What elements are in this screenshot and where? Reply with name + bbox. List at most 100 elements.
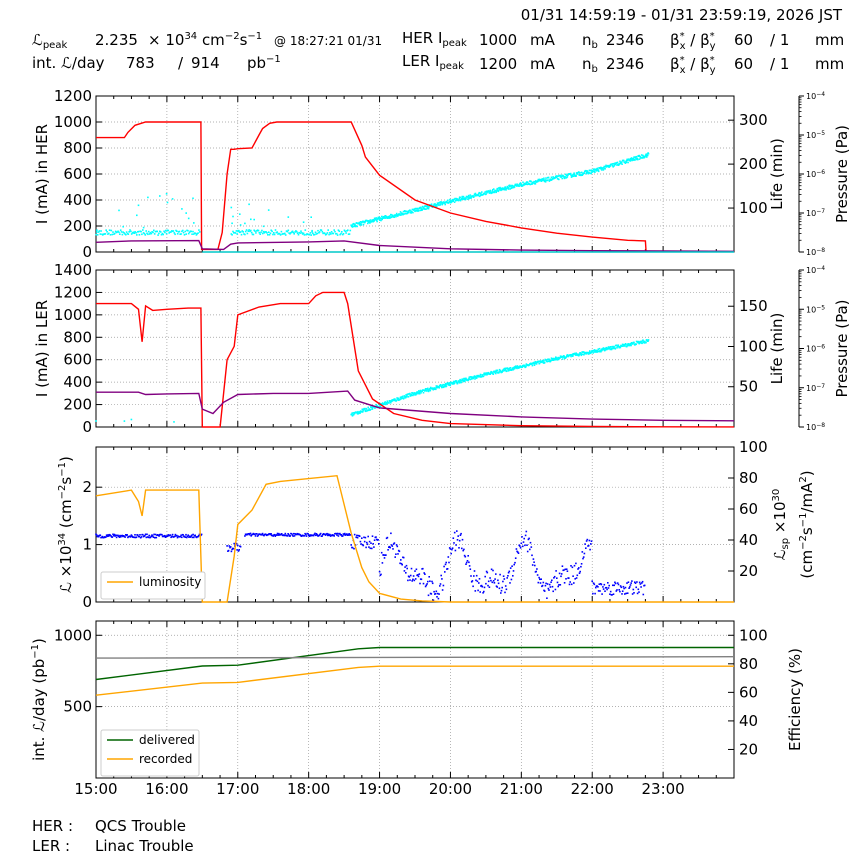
panel-frame bbox=[95, 446, 735, 603]
scatter-point bbox=[235, 542, 238, 545]
scatter-point bbox=[515, 548, 518, 550]
scatter-point bbox=[485, 570, 488, 573]
scatter-point bbox=[364, 536, 367, 539]
scatter-point bbox=[611, 163, 613, 165]
scatter-point bbox=[422, 567, 424, 570]
scatter-point bbox=[347, 534, 350, 536]
scatter-point bbox=[354, 223, 356, 226]
scatter-point bbox=[496, 369, 499, 372]
scatter-point bbox=[269, 232, 272, 235]
pressure-tick-label: 10−4 bbox=[806, 265, 825, 275]
scatter-point bbox=[414, 210, 416, 213]
scatter-point bbox=[455, 380, 458, 382]
scatter-point bbox=[638, 154, 640, 157]
scatter-point bbox=[597, 350, 599, 352]
scatter-point bbox=[461, 197, 464, 199]
scatter-point bbox=[399, 396, 402, 399]
scatter-point bbox=[522, 545, 524, 548]
scatter-point bbox=[277, 233, 279, 235]
scatter-point bbox=[394, 398, 396, 400]
scatter-point bbox=[401, 212, 403, 214]
scatter-point bbox=[559, 174, 561, 177]
scatter-point bbox=[273, 233, 276, 236]
scatter-point bbox=[531, 364, 534, 367]
her-peak-unit: mA bbox=[530, 31, 556, 49]
scatter-point bbox=[592, 352, 594, 354]
scatter-point bbox=[593, 583, 596, 586]
scatter-point bbox=[478, 582, 480, 584]
scatter-point bbox=[450, 201, 453, 203]
scatter-point bbox=[170, 536, 172, 539]
y-tick-label: 1000 bbox=[54, 626, 92, 644]
scatter-point bbox=[164, 536, 167, 538]
scatter-point bbox=[634, 582, 637, 584]
scatter-point bbox=[352, 412, 355, 414]
her-peak-value: 1000 bbox=[479, 31, 517, 49]
scatter-point bbox=[388, 402, 390, 404]
scatter-point bbox=[169, 231, 171, 233]
scatter-point bbox=[636, 592, 639, 595]
scatter-point bbox=[639, 342, 642, 344]
scatter-point bbox=[500, 189, 502, 192]
scatter-point bbox=[497, 582, 500, 585]
scatter-point bbox=[587, 172, 590, 175]
scatter-point bbox=[521, 366, 523, 368]
scatter-point bbox=[187, 232, 190, 235]
scatter-point bbox=[516, 367, 518, 370]
scatter-point bbox=[405, 564, 408, 567]
scatter-point bbox=[408, 576, 411, 578]
scatter-point bbox=[600, 350, 602, 353]
scatter-point bbox=[183, 234, 186, 236]
scatter-point bbox=[557, 358, 559, 360]
scatter-point bbox=[611, 165, 614, 167]
scatter-point bbox=[417, 392, 420, 394]
scatter-point bbox=[543, 590, 546, 592]
scatter-point bbox=[516, 365, 519, 367]
scatter-point bbox=[549, 359, 551, 361]
scatter-point bbox=[612, 584, 614, 587]
scatter-point bbox=[99, 534, 102, 536]
scatter-point bbox=[495, 369, 497, 372]
scatter-point bbox=[284, 234, 287, 236]
scatter-point bbox=[617, 345, 619, 347]
scatter-point bbox=[244, 233, 246, 236]
scatter-point bbox=[504, 585, 507, 587]
scatter-point bbox=[403, 570, 406, 572]
pressure-tick-label: 10−7 bbox=[806, 383, 825, 393]
scatter-point bbox=[359, 221, 362, 223]
scatter-point bbox=[551, 359, 554, 361]
scatter-point bbox=[407, 211, 410, 213]
scatter-point bbox=[182, 231, 185, 234]
scatter-point bbox=[520, 365, 522, 368]
scatter-point bbox=[187, 229, 189, 232]
scatter-point bbox=[352, 414, 354, 416]
scatter-point bbox=[479, 194, 482, 197]
scatter-point bbox=[361, 411, 364, 413]
scatter-point bbox=[528, 537, 530, 540]
scatter-point bbox=[364, 221, 366, 224]
scatter-point bbox=[105, 534, 108, 536]
scatter-point bbox=[383, 554, 385, 556]
scatter-point bbox=[405, 572, 407, 574]
scatter-point bbox=[565, 173, 567, 176]
scatter-point bbox=[607, 348, 609, 350]
scatter-point bbox=[445, 561, 447, 564]
scatter-point bbox=[433, 388, 436, 390]
scatter-point bbox=[392, 214, 394, 217]
scatter-point bbox=[311, 231, 313, 233]
scatter-point bbox=[632, 342, 634, 345]
scatter-point bbox=[173, 535, 176, 538]
scatter-point bbox=[540, 180, 543, 182]
scatter-point bbox=[122, 231, 124, 233]
scatter-point bbox=[510, 578, 513, 581]
scatter-point bbox=[319, 229, 322, 231]
scatter-point bbox=[542, 179, 544, 182]
scatter-point bbox=[158, 535, 160, 537]
scatter-point bbox=[415, 393, 418, 395]
scatter-point bbox=[171, 198, 174, 200]
scatter-point bbox=[414, 392, 417, 394]
scatter-point bbox=[239, 545, 242, 548]
scatter-point bbox=[151, 231, 153, 233]
scatter-point bbox=[418, 573, 421, 575]
